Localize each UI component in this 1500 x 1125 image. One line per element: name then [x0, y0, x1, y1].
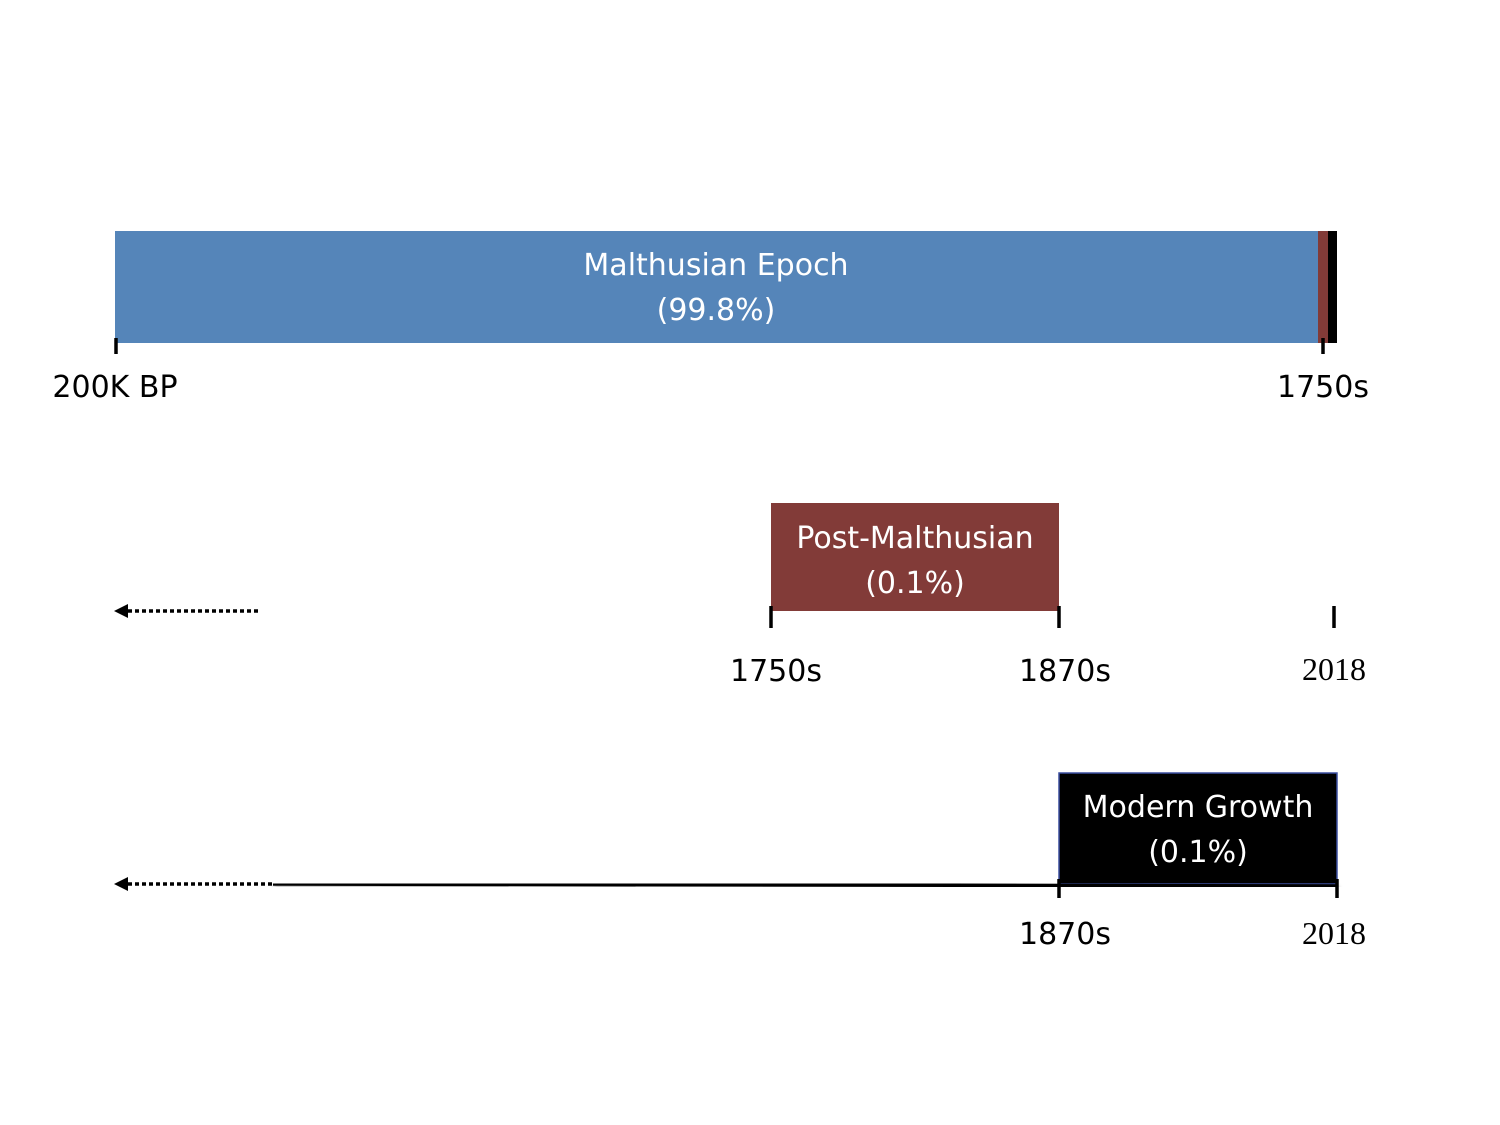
arrow-left-icon: [114, 877, 128, 891]
malthusian-epoch-box: [115, 231, 1322, 343]
modern-growth-share: (0.1%): [1148, 835, 1248, 870]
timeline-post-malthusian: Post-Malthusian (0.1%) 1750s 1870s 2018: [114, 503, 1366, 689]
arrow-left-icon: [114, 604, 128, 618]
modern-growth-tick-label-1870s: 1870s: [1019, 917, 1111, 952]
post-malthusian-share: (0.1%): [865, 566, 965, 601]
post-malthusian-tick-label-2018: 2018: [1302, 651, 1366, 687]
post-malthusian-tick-label-1750s: 1750s: [730, 654, 822, 689]
malthusian-epoch-share: (99.8%): [657, 293, 776, 328]
post-malthusian-box: [771, 503, 1059, 611]
post-malthusian-tick-label-1870s: 1870s: [1019, 654, 1111, 689]
post-malthusian-sliver: [1318, 231, 1328, 343]
modern-growth-box: [1058, 772, 1338, 885]
malthusian-tick-label-start: 200K BP: [52, 370, 177, 405]
malthusian-tick-label-end: 1750s: [1277, 370, 1369, 405]
modern-growth-tick-label-2018: 2018: [1302, 915, 1366, 951]
timeline-malthusian: Malthusian Epoch (99.8%) 200K BP 1750s: [52, 231, 1369, 405]
modern-growth-label: Modern Growth: [1083, 790, 1314, 825]
modern-growth-sliver: [1328, 231, 1337, 343]
post-malthusian-label: Post-Malthusian: [796, 521, 1033, 556]
modern-growth-axis: [272, 882, 1339, 888]
malthusian-epoch-label: Malthusian Epoch: [583, 248, 848, 283]
timeline-modern-growth: Modern Growth (0.1%) 1870s 2018: [114, 772, 1366, 952]
